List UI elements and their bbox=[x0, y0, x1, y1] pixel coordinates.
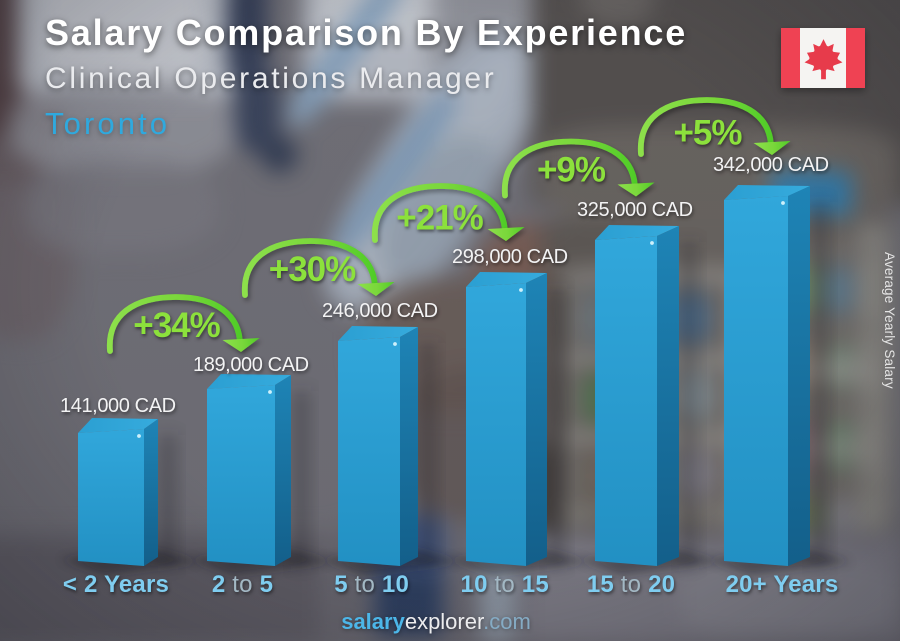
svg-text:10 to 15: 10 to 15 bbox=[461, 571, 549, 598]
svg-text:141,000 CAD: 141,000 CAD bbox=[60, 395, 176, 417]
svg-text:+30%: +30% bbox=[269, 250, 356, 289]
svg-text:+5%: +5% bbox=[673, 114, 742, 153]
svg-text:Average Yearly Salary: Average Yearly Salary bbox=[882, 252, 897, 389]
svg-text:15 to 20: 15 to 20 bbox=[587, 571, 675, 598]
svg-text:189,000 CAD: 189,000 CAD bbox=[193, 354, 309, 376]
svg-text:+21%: +21% bbox=[396, 199, 483, 238]
svg-text:5 to 10: 5 to 10 bbox=[334, 571, 409, 598]
svg-text:2 to 5: 2 to 5 bbox=[212, 571, 273, 598]
svg-text:342,000 CAD: 342,000 CAD bbox=[713, 154, 829, 176]
svg-text:+34%: +34% bbox=[133, 306, 220, 345]
svg-text:20+ Years: 20+ Years bbox=[726, 571, 839, 598]
svg-text:298,000 CAD: 298,000 CAD bbox=[452, 246, 568, 268]
svg-text:< 2 Years: < 2 Years bbox=[63, 571, 169, 598]
svg-text:+9%: +9% bbox=[537, 151, 606, 190]
svg-text:246,000 CAD: 246,000 CAD bbox=[322, 300, 438, 322]
svg-text:325,000 CAD: 325,000 CAD bbox=[577, 199, 693, 221]
